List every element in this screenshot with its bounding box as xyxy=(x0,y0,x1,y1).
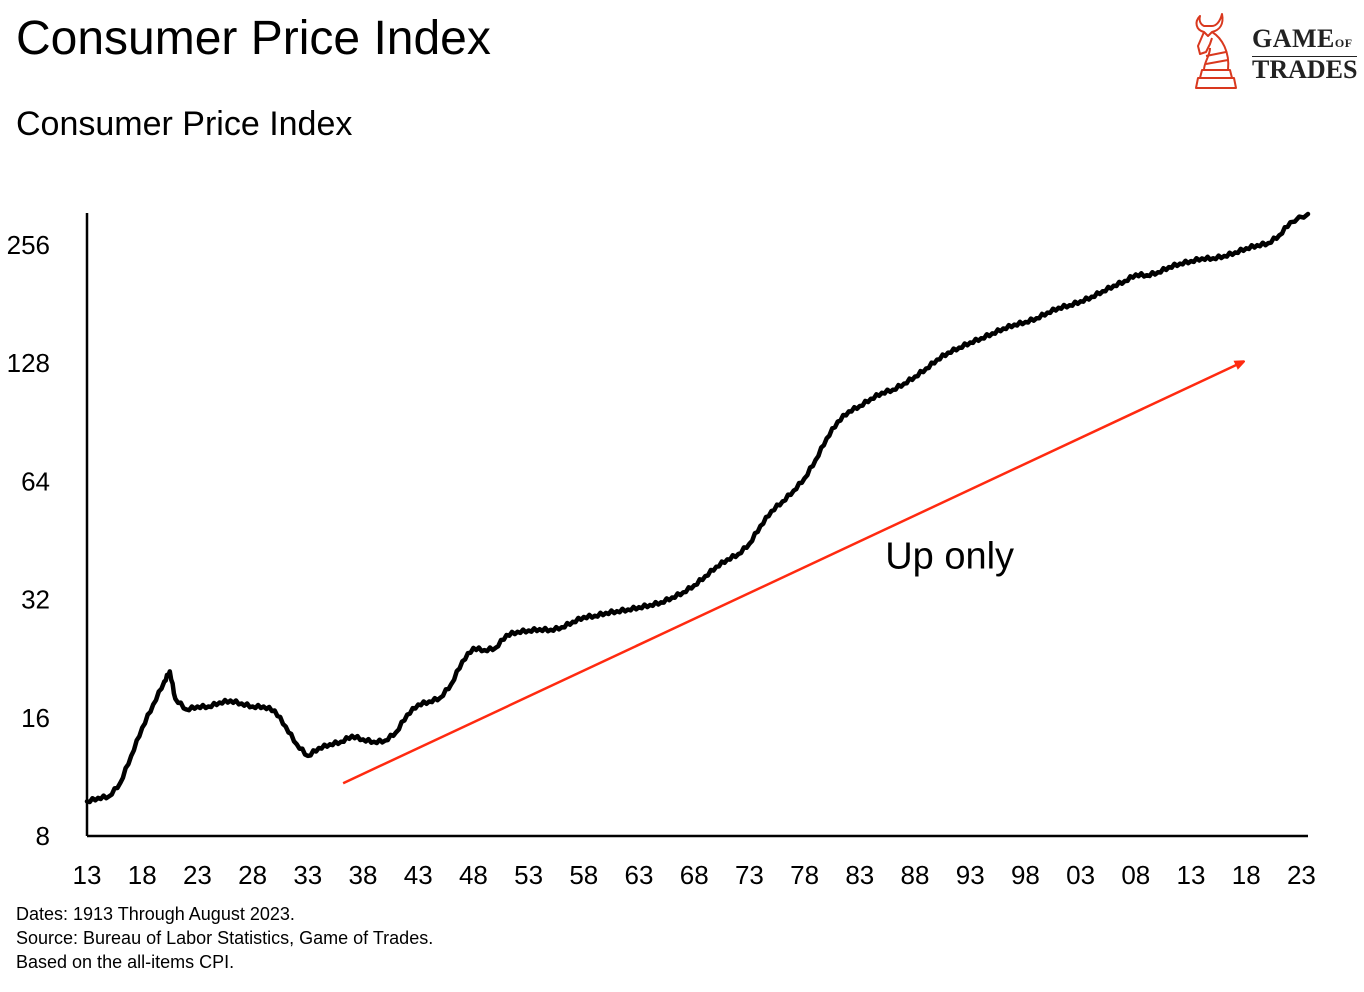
x-tick-label: 93 xyxy=(956,860,985,890)
page-title: Consumer Price Index xyxy=(16,12,491,65)
x-tick-label: 63 xyxy=(625,860,654,890)
x-tick-label: 83 xyxy=(845,860,874,890)
x-tick-label: 58 xyxy=(569,860,598,890)
x-tick-label: 13 xyxy=(73,860,102,890)
x-tick-label: 43 xyxy=(404,860,433,890)
y-tick-label: 32 xyxy=(21,585,50,615)
x-tick-label: 53 xyxy=(514,860,543,890)
x-tick-label: 08 xyxy=(1121,860,1150,890)
trend-arrow xyxy=(342,362,1243,785)
x-tick-label: 88 xyxy=(901,860,930,890)
footer-dates: Dates: 1913 Through August 2023. xyxy=(16,904,295,924)
cpi-line xyxy=(84,211,1311,805)
x-tick-label: 18 xyxy=(1232,860,1261,890)
x-tick-label: 38 xyxy=(349,860,378,890)
footer-notes: Dates: 1913 Through August 2023. Source:… xyxy=(16,902,433,974)
x-tick-label: 98 xyxy=(1011,860,1040,890)
y-tick-label: 64 xyxy=(21,466,50,496)
x-tick-label: 03 xyxy=(1066,860,1095,890)
x-tick-label: 28 xyxy=(238,860,267,890)
logo-text-of: OF xyxy=(1334,36,1353,50)
y-tick-label: 128 xyxy=(7,348,50,378)
y-tick-label: 256 xyxy=(7,230,50,260)
logo-text-game: GAME xyxy=(1252,24,1335,53)
x-tick-label: 23 xyxy=(183,860,212,890)
x-tick-label: 68 xyxy=(680,860,709,890)
annotation-up-only: Up only xyxy=(885,535,1014,577)
x-tick-label: 23 xyxy=(1287,860,1316,890)
chart-subtitle: Consumer Price Index xyxy=(16,105,353,143)
logo-text-trades: TRADES xyxy=(1252,55,1358,84)
x-tick-label: 18 xyxy=(128,860,157,890)
footer-basis: Based on the all-items CPI. xyxy=(16,952,235,972)
x-tick-label: 78 xyxy=(790,860,819,890)
x-tick-label: 73 xyxy=(735,860,764,890)
game-of-trades-logo: GAMEOF TRADES xyxy=(1190,8,1360,96)
y-tick-label: 16 xyxy=(21,703,50,733)
x-tick-label: 13 xyxy=(1177,860,1206,890)
footer-source: Source: Bureau of Labor Statistics, Game… xyxy=(16,928,434,948)
x-tick-label: 33 xyxy=(293,860,322,890)
y-tick-label: 8 xyxy=(36,821,50,851)
x-tick-label: 48 xyxy=(459,860,488,890)
bull-knight-icon xyxy=(1195,13,1237,89)
